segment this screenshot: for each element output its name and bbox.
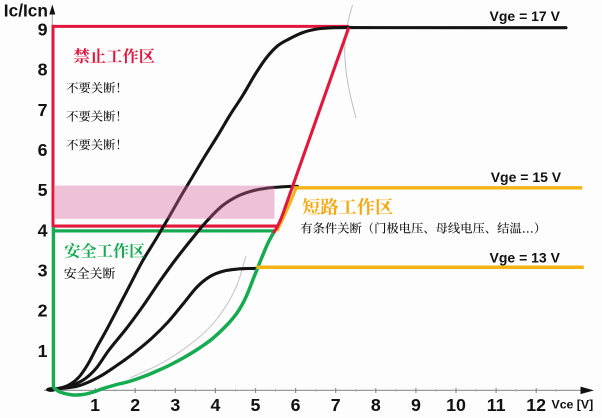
svg-text:1: 1 bbox=[90, 395, 100, 415]
svg-text:4: 4 bbox=[210, 395, 220, 415]
svg-text:9: 9 bbox=[411, 395, 421, 415]
svg-text:Vge = 13 V: Vge = 13 V bbox=[490, 249, 561, 265]
svg-text:3: 3 bbox=[38, 261, 48, 281]
svg-text:7: 7 bbox=[38, 100, 48, 120]
svg-text:5: 5 bbox=[38, 180, 48, 200]
svg-text:8: 8 bbox=[38, 60, 48, 80]
svg-text:1: 1 bbox=[38, 341, 48, 361]
svg-text:9: 9 bbox=[38, 20, 48, 40]
svg-text:Ic/Icn: Ic/Icn bbox=[4, 0, 48, 20]
svg-text:2: 2 bbox=[130, 395, 140, 415]
svg-text:11: 11 bbox=[487, 395, 506, 415]
svg-text:8: 8 bbox=[371, 395, 381, 415]
svg-text:4: 4 bbox=[38, 220, 48, 240]
svg-text:12: 12 bbox=[526, 395, 546, 415]
svg-text:Vce [V]: Vce [V] bbox=[552, 397, 594, 411]
svg-text:10: 10 bbox=[446, 395, 466, 415]
svg-text:2: 2 bbox=[38, 301, 48, 321]
svg-text:6: 6 bbox=[38, 140, 48, 160]
svg-text:7: 7 bbox=[331, 395, 341, 415]
svg-text:3: 3 bbox=[170, 395, 180, 415]
svg-text:6: 6 bbox=[291, 395, 301, 415]
svg-text:Vge = 15 V: Vge = 15 V bbox=[491, 169, 562, 185]
svg-text:Vge = 17 V: Vge = 17 V bbox=[490, 8, 561, 24]
svg-text:5: 5 bbox=[251, 395, 261, 415]
